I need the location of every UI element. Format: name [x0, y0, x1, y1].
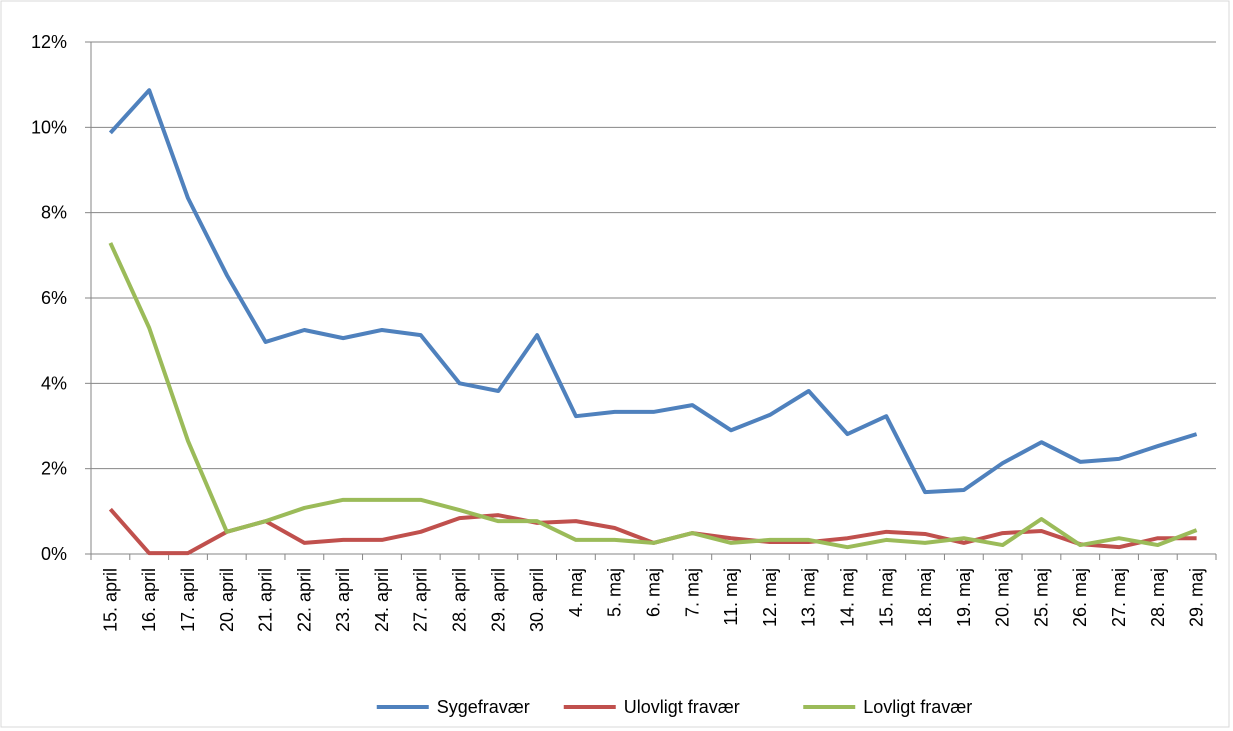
x-tick-label: 19. maj — [954, 568, 974, 627]
x-tick-label: 27. maj — [1109, 568, 1129, 627]
x-tick-label: 6. maj — [644, 568, 664, 617]
x-tick-label: 24. april — [372, 568, 392, 632]
legend-label: Ulovligt fravær — [624, 697, 740, 717]
x-tick-label: 5. maj — [605, 568, 625, 617]
x-tick-label: 21. april — [256, 568, 276, 632]
x-tick-label: 4. maj — [566, 568, 586, 617]
x-tick-label: 20. maj — [993, 568, 1013, 627]
x-tick-label: 23. april — [333, 568, 353, 632]
x-tick-label: 22. april — [294, 568, 314, 632]
x-tick-label: 28. april — [450, 568, 470, 632]
line-series — [108, 88, 1198, 495]
x-tick-label: 20. april — [217, 568, 237, 632]
x-tick-label: 29. maj — [1187, 568, 1207, 627]
x-tick-label: 14. maj — [837, 568, 857, 627]
y-tick-label: 8% — [41, 203, 67, 223]
x-tick-label: 26. maj — [1070, 568, 1090, 627]
x-tick-label: 11. maj — [721, 568, 741, 626]
x-tick-label: 29. april — [488, 568, 508, 632]
x-tick-label: 12. maj — [760, 568, 780, 627]
x-tick-label: 16. april — [139, 568, 159, 632]
y-tick-label: 10% — [31, 117, 67, 137]
legend-label: Lovligt fravær — [863, 697, 972, 717]
x-tick-label: 28. maj — [1148, 568, 1168, 627]
x-tick-label: 27. april — [411, 568, 431, 632]
y-tick-label: 6% — [41, 288, 67, 308]
y-tick-label: 12% — [31, 32, 67, 52]
x-tick-label: 25. maj — [1031, 568, 1051, 627]
y-tick-label: 0% — [41, 544, 67, 564]
y-tick-label: 2% — [41, 459, 67, 479]
legend-label: Sygefravær — [437, 697, 530, 717]
x-tick-label: 17. april — [178, 568, 198, 632]
x-tick-label: 18. maj — [915, 568, 935, 627]
x-tick-label: 15. april — [100, 568, 120, 632]
x-tick-label: 30. april — [527, 568, 547, 632]
y-tick-label: 4% — [41, 373, 67, 393]
x-tick-label: 7. maj — [682, 568, 702, 617]
x-tick-label: 13. maj — [799, 568, 819, 627]
line-series — [108, 242, 1198, 550]
x-tick-label: 15. maj — [876, 568, 896, 627]
